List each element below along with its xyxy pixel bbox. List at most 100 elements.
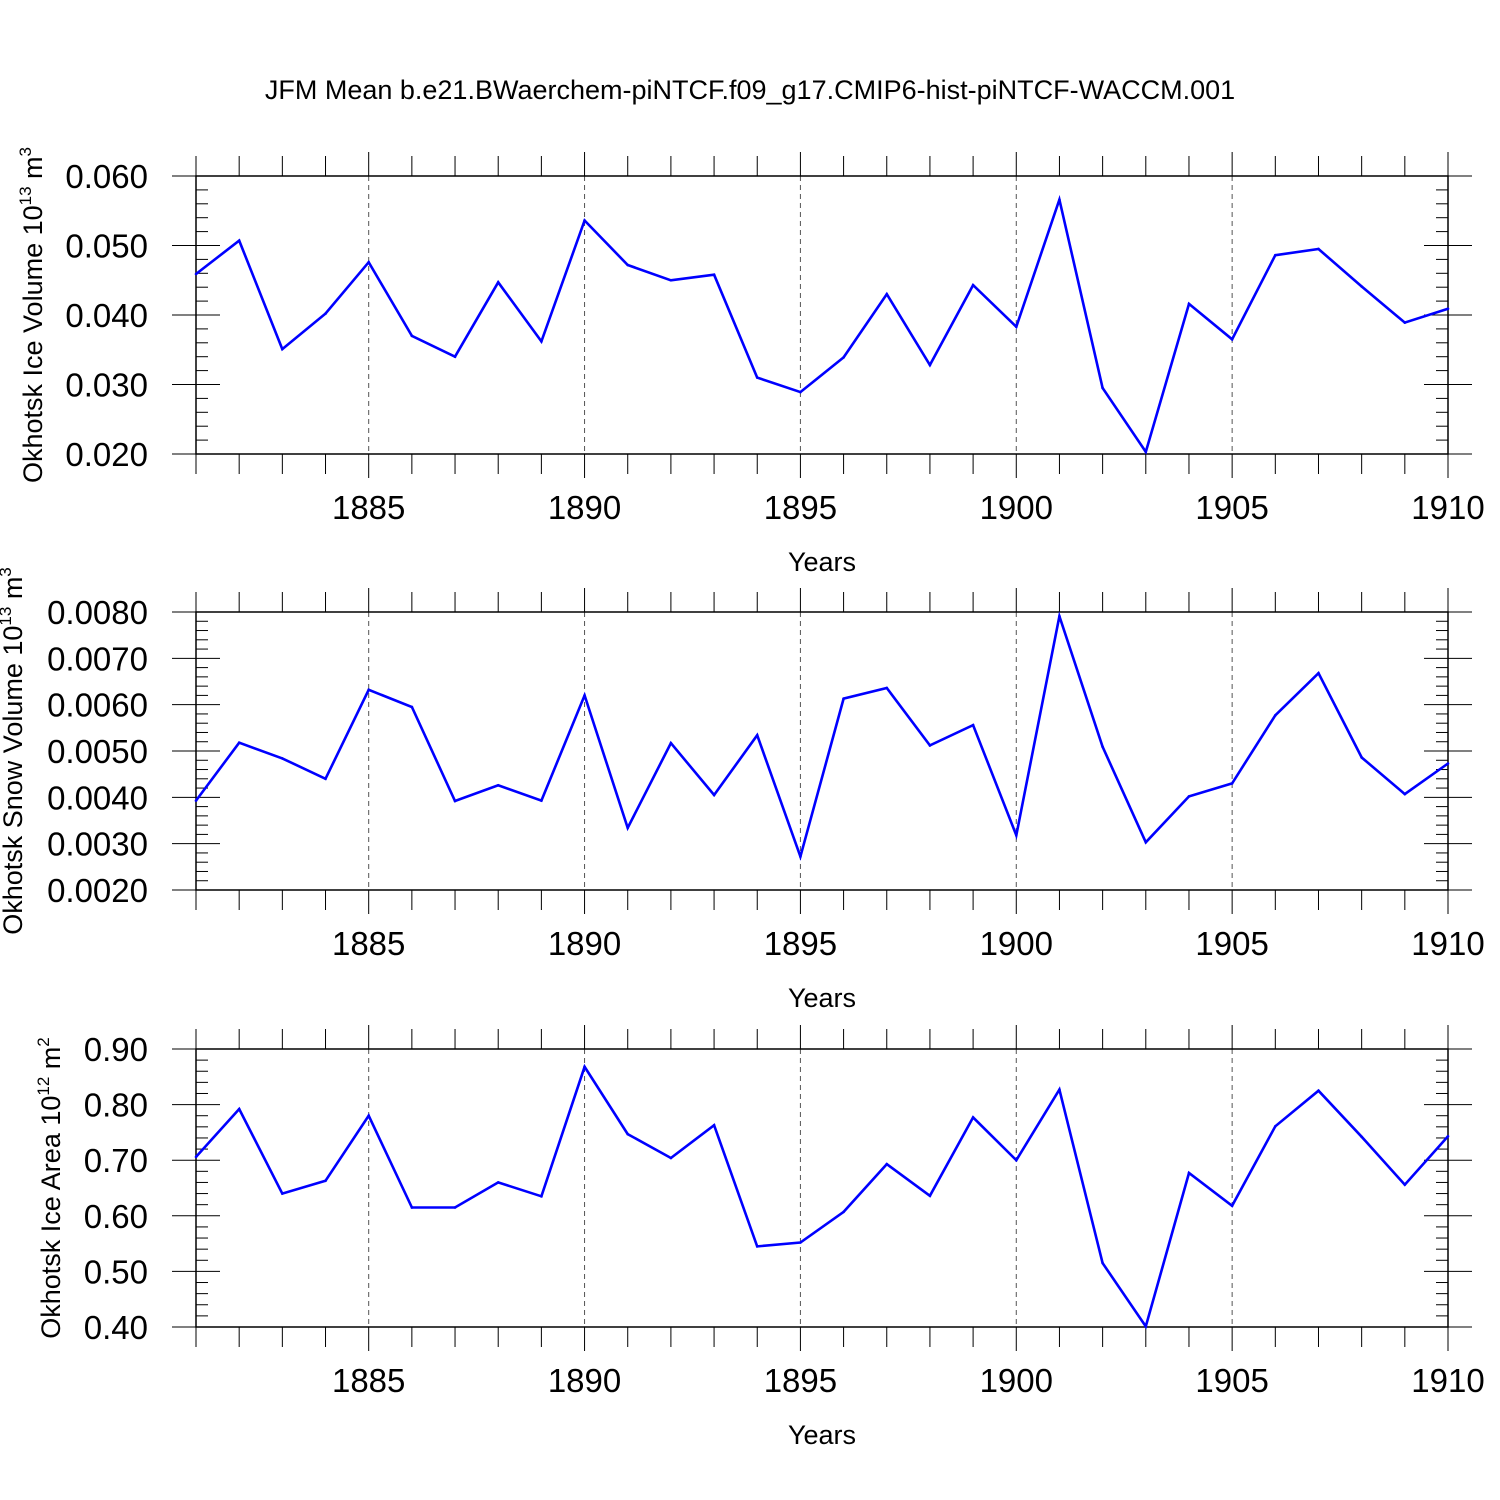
- data-point: [1446, 762, 1450, 765]
- y-tick-label: 0.50: [84, 1253, 148, 1290]
- data-point: [885, 686, 889, 690]
- x-tick-label: 1910: [1411, 489, 1484, 526]
- data-point: [1317, 1089, 1320, 1092]
- data-point: [1144, 1325, 1148, 1328]
- x-axis-label: Years: [788, 983, 856, 1013]
- data-point: [1274, 253, 1277, 257]
- data-point: [540, 799, 543, 802]
- chart-panel-3: 1885 1890 1895 1900 1905 1910 0.40 0.50 0.60 0.70…: [34, 1025, 1485, 1450]
- data-point: [367, 260, 370, 264]
- data-point: [496, 281, 500, 284]
- data-point: [281, 757, 284, 760]
- data-point: [1274, 1124, 1277, 1128]
- data-point: [626, 1132, 630, 1136]
- data-point: [842, 697, 845, 700]
- y-axis-label-main: Okhotsk Ice Area 10: [36, 1096, 66, 1339]
- y-tick-label: 0.020: [65, 436, 148, 473]
- data-point: [885, 292, 889, 296]
- data-point: [1058, 614, 1061, 618]
- y-axis-label-unit-exp: 3: [0, 567, 15, 576]
- data-point: [1274, 714, 1277, 717]
- plot-frame: [195, 611, 1449, 891]
- data-point: [1230, 1204, 1234, 1208]
- y-tick-label: 0.0050: [47, 733, 148, 770]
- data-point: [669, 741, 673, 745]
- data-point: [755, 733, 759, 737]
- y-tick-label: 0.80: [84, 1087, 148, 1124]
- data-point: [712, 273, 716, 276]
- data-point: [669, 1156, 673, 1160]
- data-point: [453, 355, 457, 359]
- y-tick-label: 0.050: [65, 228, 148, 265]
- chart-panels: 1885 1890 1895 1900 1905 1910 0.020 0.030 0.040 0…: [0, 147, 1485, 1450]
- data-point: [1317, 247, 1320, 251]
- plot-frame: [195, 1048, 1449, 1328]
- data-point: [453, 799, 457, 803]
- x-tick-label: 1900: [980, 489, 1053, 526]
- y-tick-label: 0.0040: [47, 779, 148, 816]
- data-point: [583, 219, 586, 222]
- data-point: [1230, 782, 1234, 785]
- data-point: [540, 340, 543, 343]
- series-line: [195, 194, 1449, 455]
- data-point: [324, 312, 327, 315]
- data-point: [971, 1116, 975, 1119]
- y-tick-label: 0.0060: [47, 687, 148, 724]
- y-axis-label: Okhotsk Snow Volume 1013 m3: [0, 567, 28, 935]
- y-axis-label: Okhotsk Ice Volume 1013 m3: [16, 147, 48, 483]
- x-tick-label: 1895: [764, 1362, 837, 1399]
- data-point: [1014, 834, 1018, 837]
- series-line: [195, 1063, 1449, 1330]
- data-point: [971, 723, 975, 727]
- data-point: [1144, 840, 1148, 844]
- x-tick-label: 1905: [1195, 925, 1268, 962]
- y-tick-label: 0.60: [84, 1198, 148, 1235]
- data-point: [1360, 1135, 1363, 1139]
- chart-panel-2: 1885 1890 1895 1900 1905 1910 0.0020 0.0030 0.00…: [0, 567, 1485, 1013]
- x-tick-label: 1885: [332, 489, 405, 526]
- y-axis-label-unit: m: [0, 577, 28, 607]
- data-point: [410, 1206, 414, 1209]
- data-point: [410, 334, 414, 338]
- x-axis-label: Years: [788, 1420, 856, 1450]
- data-point: [1187, 1171, 1191, 1175]
- x-tick-label: 1895: [764, 489, 837, 526]
- data-point: [324, 777, 327, 781]
- data-point: [281, 1192, 284, 1195]
- data-point: [237, 741, 241, 744]
- y-axis-label-unit-exp: 3: [16, 147, 35, 156]
- data-point: [1187, 795, 1191, 798]
- data-point: [755, 376, 759, 379]
- data-point: [799, 855, 802, 858]
- data-point: [410, 705, 414, 709]
- x-tick-label: 1905: [1195, 1362, 1268, 1399]
- data-point: [1014, 325, 1018, 329]
- chart-title: JFM Mean b.e21.BWaerchem-piNTCF.f09_g17.…: [265, 75, 1235, 105]
- data-point: [237, 1107, 241, 1111]
- y-axis-label-exp: 13: [0, 607, 15, 626]
- y-tick-label: 0.90: [84, 1031, 148, 1068]
- data-point: [1446, 1134, 1450, 1138]
- y-tick-label: 0.040: [65, 297, 148, 334]
- x-tick-label: 1910: [1411, 1362, 1484, 1399]
- y-axis-label: Okhotsk Ice Area 1012 m2: [34, 1037, 66, 1339]
- plot-frame: [195, 175, 1449, 455]
- data-point: [669, 278, 673, 282]
- data-point: [1144, 450, 1148, 454]
- data-point: [1360, 756, 1363, 759]
- y-axis-label-unit: m: [36, 1047, 66, 1077]
- series-line: [194, 611, 1449, 861]
- y-tick-label: 0.0070: [47, 640, 148, 677]
- y-tick-label: 0.0030: [47, 826, 148, 863]
- data-point: [1403, 321, 1407, 324]
- data-point: [1446, 307, 1450, 311]
- y-tick-label: 0.70: [84, 1142, 148, 1179]
- data-point: [799, 1241, 802, 1244]
- y-axis-label-unit-exp: 2: [34, 1037, 53, 1046]
- data-point: [281, 347, 284, 351]
- data-point: [496, 1181, 500, 1184]
- data-point: [540, 1195, 543, 1198]
- chart-panel-1: 1885 1890 1895 1900 1905 1910 0.020 0.030 0.040 0…: [16, 147, 1485, 577]
- data-point: [583, 694, 586, 697]
